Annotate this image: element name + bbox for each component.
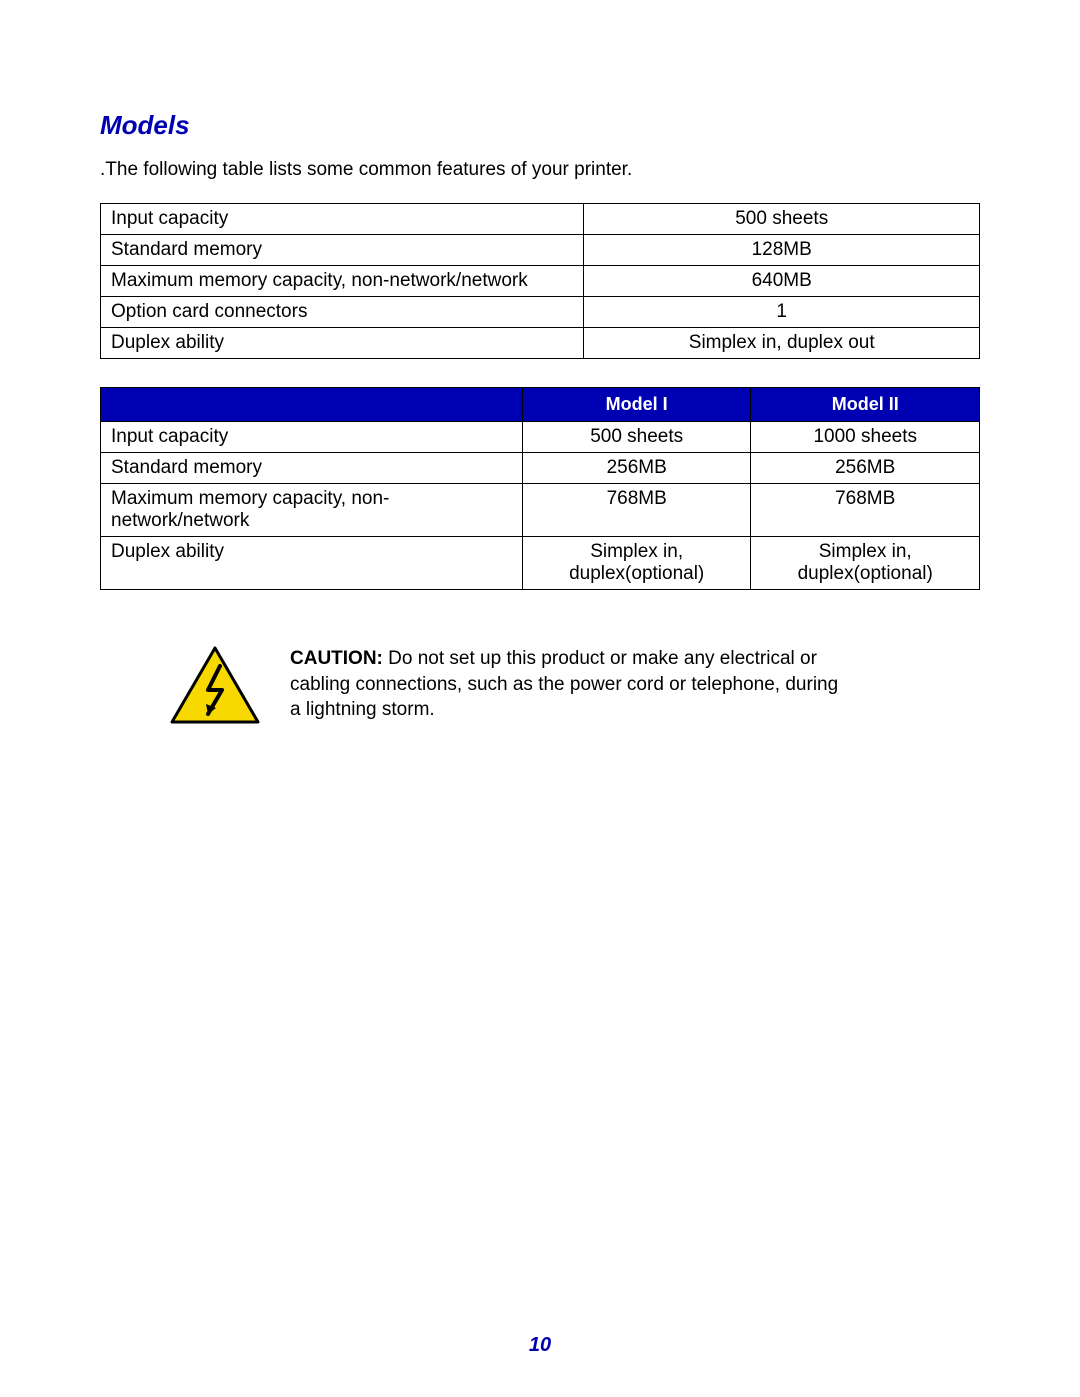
feature-value: 1 [584,297,980,328]
feature-label: Duplex ability [101,537,523,590]
feature-label: Maximum memory capacity, non-network/net… [101,266,584,297]
table-header-row: Model I Model II [101,388,980,422]
table-row: Standard memory 128MB [101,235,980,266]
intro-paragraph: .The following table lists some common f… [100,159,980,181]
model2-value: Simplex in, duplex(optional) [751,537,980,590]
column-header-model2: Model II [751,388,980,422]
model2-value: 256MB [751,453,980,484]
feature-label: Maximum memory capacity, non-network/net… [101,484,523,537]
feature-label: Standard memory [101,453,523,484]
feature-value: 500 sheets [584,204,980,235]
model2-value: 1000 sheets [751,422,980,453]
models-comparison-table: Model I Model II Input capacity 500 shee… [100,387,980,590]
features-table: Input capacity 500 sheets Standard memor… [100,203,980,359]
model1-value: 256MB [522,453,751,484]
feature-label: Standard memory [101,235,584,266]
feature-label: Input capacity [101,204,584,235]
feature-value: 640MB [584,266,980,297]
model2-value: 768MB [751,484,980,537]
section-heading: Models [100,110,980,141]
table-row: Option card connectors 1 [101,297,980,328]
table-row: Duplex ability Simplex in, duplex out [101,328,980,359]
feature-value: 128MB [584,235,980,266]
table-row: Standard memory 256MB 256MB [101,453,980,484]
column-header-model1: Model I [522,388,751,422]
table-row: Maximum memory capacity, non-network/net… [101,484,980,537]
caution-text: CAUTION: Do not set up this product or m… [290,646,850,723]
feature-label: Option card connectors [101,297,584,328]
caution-icon [170,646,260,731]
feature-label: Duplex ability [101,328,584,359]
model1-value: 768MB [522,484,751,537]
table-row: Maximum memory capacity, non-network/net… [101,266,980,297]
model1-value: 500 sheets [522,422,751,453]
table-row: Input capacity 500 sheets 1000 sheets [101,422,980,453]
table-row: Duplex ability Simplex in, duplex(option… [101,537,980,590]
caution-block: CAUTION: Do not set up this product or m… [100,646,980,731]
caution-triangle [172,648,258,722]
model1-value: Simplex in, duplex(optional) [522,537,751,590]
table-row: Input capacity 500 sheets [101,204,980,235]
caution-label: CAUTION: [290,648,383,669]
column-header-blank [101,388,523,422]
feature-label: Input capacity [101,422,523,453]
page-number: 10 [0,1334,1080,1357]
feature-value: Simplex in, duplex out [584,328,980,359]
